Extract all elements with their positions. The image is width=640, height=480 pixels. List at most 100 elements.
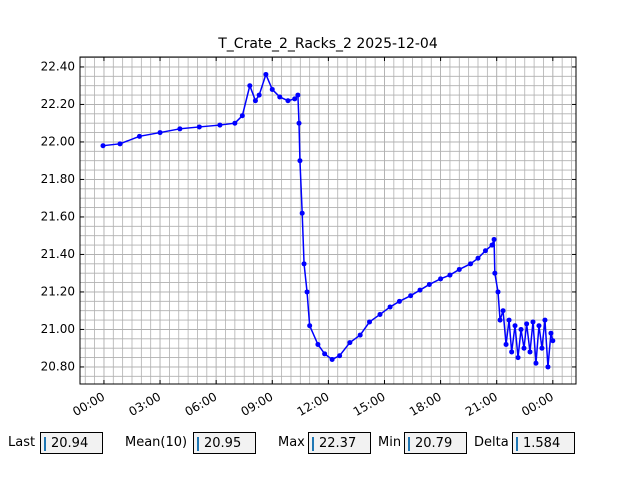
point [269,86,275,92]
x-tick-label: 15:00 [351,390,388,419]
point [509,349,515,355]
point [475,255,481,261]
point [468,261,474,267]
point [292,96,298,102]
point [247,83,253,89]
point [545,364,551,370]
point [157,130,163,136]
point [548,330,554,336]
y-tick-label: 22.00 [41,134,75,148]
x-tick-label: 09:00 [239,390,276,419]
point [347,340,353,346]
x-tick-label: 00:00 [70,390,107,419]
y-tick-label: 21.80 [41,172,75,186]
chart-title: T_Crate_2_Racks_2 2025-12-04 [217,36,438,52]
point [387,304,393,310]
point [426,281,432,287]
point [521,345,527,351]
point [322,351,328,357]
stat-value-box[interactable]: 22.37 [308,432,371,454]
point [533,360,539,366]
x-tick-label: 00:00 [519,390,556,419]
point [447,272,453,278]
point [285,98,291,104]
y-tick-label: 21.60 [41,209,75,223]
point [100,143,106,149]
point [495,289,501,295]
point [367,319,373,325]
point [408,293,414,299]
point [396,298,402,304]
point [506,317,512,323]
point [503,341,509,347]
point [217,122,223,128]
stat-label: Min [378,435,402,450]
point [530,319,536,325]
point [542,317,548,323]
point [307,323,313,329]
x-tick-label: 18:00 [407,390,444,419]
y-tick-label: 21.00 [41,322,75,336]
point [456,266,462,272]
point [497,317,503,323]
y-tick-label: 22.20 [41,97,75,111]
y-tick-label: 22.40 [41,59,75,73]
point [263,71,269,77]
point [277,94,283,100]
point [117,141,123,147]
point [492,270,498,276]
point [417,287,423,293]
point [196,124,202,130]
point [500,308,506,314]
point [232,120,238,126]
y-tick-label: 20.80 [41,359,75,373]
x-tick-label: 12:00 [295,390,332,419]
point [296,120,302,126]
stat-value-box[interactable]: 20.94 [40,432,103,454]
grid [80,57,576,384]
point [536,323,542,329]
point [489,242,495,248]
point [550,338,556,344]
stat-value-box[interactable]: 1.584 [512,432,575,454]
point [482,248,488,254]
chart: T_Crate_2_Racks_2 2025-12-04 20.80 21.00 2… [41,36,577,419]
point [527,349,533,355]
x-tick-label: 06:00 [182,390,219,419]
stat-value-box[interactable]: 20.79 [404,432,467,454]
plot-frame [79,56,577,385]
point [329,356,335,362]
point [239,113,245,119]
point [304,289,310,295]
x-tick-label: 03:00 [126,390,163,419]
stat-label: Delta [474,435,509,450]
y-tick-label: 21.40 [41,247,75,261]
stat-label: Max [278,435,305,450]
point [515,355,521,361]
stat-label: Mean(10) [125,435,188,450]
y-tick-label: 21.20 [41,284,75,298]
stat-value-box[interactable]: 20.95 [193,432,256,454]
point [256,92,262,98]
point [337,353,343,359]
point [297,158,303,164]
point [252,98,258,104]
point [357,332,363,338]
point [315,341,321,347]
x-tick-label: 21:00 [463,390,500,419]
point [301,261,307,267]
point [539,345,545,351]
line [102,72,554,368]
point [136,133,142,139]
point [177,126,183,132]
point [518,326,524,332]
point [512,323,518,329]
point [491,236,497,242]
stat-label: Last [8,435,36,450]
point [377,311,383,317]
point [438,276,444,282]
point [295,92,301,98]
point [299,210,305,216]
point [524,321,530,327]
